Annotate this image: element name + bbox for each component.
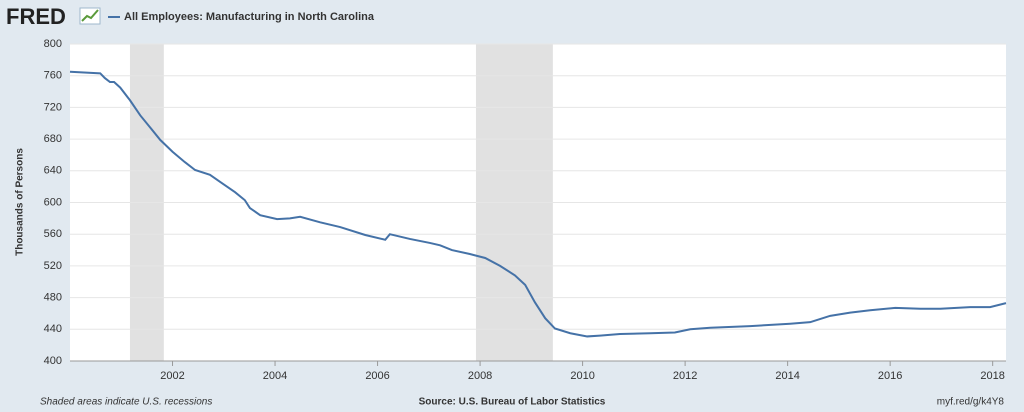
y-tick-label: 800	[44, 38, 62, 50]
y-axis-label: Thousands of Persons	[15, 148, 26, 256]
y-tick-label: 480	[44, 292, 62, 304]
y-tick-label: 520	[44, 260, 62, 272]
x-tick-label: 2008	[468, 370, 492, 382]
y-tick-label: 760	[44, 70, 62, 82]
y-tick-label: 720	[44, 101, 62, 113]
link: myf.red/g/k4Y8	[937, 397, 1005, 408]
logo: FRED	[6, 4, 66, 29]
recession-note: Shaded areas indicate U.S. recessions	[40, 397, 212, 408]
x-tick-label: 2010	[570, 370, 594, 382]
x-tick-label: 2006	[365, 370, 389, 382]
y-tick-label: 560	[44, 228, 62, 240]
y-tick-label: 600	[44, 196, 62, 208]
y-tick-label: 640	[44, 165, 62, 177]
data-line	[69, 70, 1007, 338]
x-tick-label: 2002	[160, 370, 184, 382]
legend-label: All Employees: Manufacturing in North Ca…	[124, 11, 375, 23]
x-tick-label: 2014	[775, 370, 799, 382]
y-tick-label: 680	[44, 133, 62, 145]
logo-icon	[79, 7, 101, 25]
source: Source: U.S. Bureau of Labor Statistics	[419, 397, 606, 408]
x-tick-label: 2016	[878, 370, 902, 382]
y-tick-label: 440	[44, 323, 62, 335]
x-tick-label: 2004	[263, 370, 287, 382]
x-tick-label: 2012	[673, 370, 697, 382]
x-tick-label: 2018	[980, 370, 1004, 382]
y-tick-label: 400	[44, 355, 62, 367]
